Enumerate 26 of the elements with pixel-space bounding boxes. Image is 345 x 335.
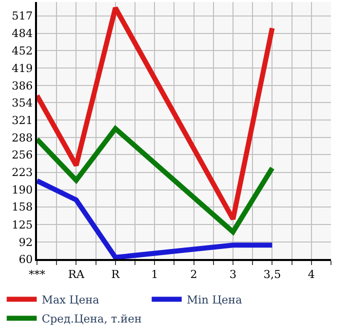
y-tick-label: 484 bbox=[12, 27, 33, 40]
x-tick-label: *** bbox=[28, 268, 46, 282]
legend-label: Сред.Цена, т.йен bbox=[42, 312, 142, 326]
y-tick-label: 321 bbox=[12, 114, 33, 127]
y-tick-label: 452 bbox=[12, 44, 33, 58]
legend-label: Max Цена bbox=[42, 293, 100, 306]
x-tick-label: R bbox=[111, 268, 120, 282]
x-tick-label: 2 bbox=[190, 268, 198, 282]
y-tick-label: 288 bbox=[12, 132, 33, 145]
x-tick-label: 3,5 bbox=[263, 268, 281, 282]
y-tick-label: 190 bbox=[12, 184, 33, 197]
y-tick-label: 354 bbox=[12, 96, 33, 110]
y-tick-label: 256 bbox=[12, 148, 33, 162]
x-tick-label: 4 bbox=[308, 268, 315, 282]
legend-label: Min Цена bbox=[186, 293, 242, 306]
y-tick-label: 386 bbox=[12, 79, 33, 92]
x-tick-label: 3 bbox=[230, 268, 236, 282]
y-tick-label: 125 bbox=[12, 218, 33, 232]
y-tick-label: 223 bbox=[12, 166, 33, 180]
x-tick-label: 1 bbox=[151, 268, 158, 282]
y-tick-label: 517 bbox=[12, 10, 33, 23]
y-tick-label: 60 bbox=[18, 252, 33, 266]
x-tick-label: RA bbox=[68, 268, 86, 282]
y-tick-label: 92 bbox=[18, 236, 33, 249]
y-tick-label: 158 bbox=[12, 200, 33, 214]
y-tick-label: 419 bbox=[12, 62, 33, 75]
